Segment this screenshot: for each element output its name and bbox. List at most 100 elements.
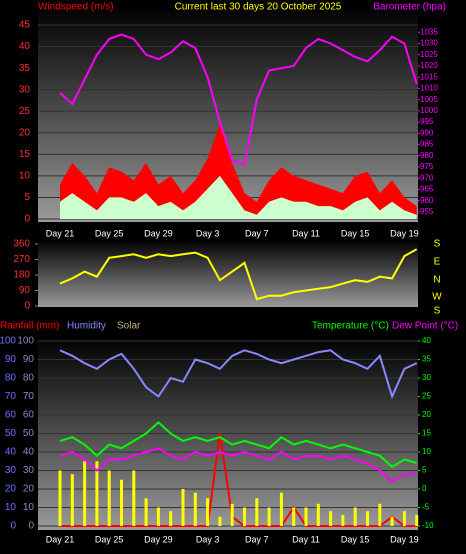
bar: [267, 507, 271, 526]
y-tick-label: 100: [17, 336, 34, 347]
bar: [95, 461, 99, 526]
y-tick-label: 0: [24, 301, 30, 312]
compass-label: E: [434, 257, 441, 268]
bar: [193, 492, 197, 526]
y-tick-label: 30: [5, 465, 17, 476]
x-tick-label: Day 21: [46, 534, 75, 544]
bar: [181, 489, 185, 526]
bar: [58, 470, 62, 526]
bar: [255, 498, 259, 526]
bar: [341, 514, 345, 526]
y2-tick-label: 980: [420, 151, 434, 160]
y-tick-label: 70: [23, 391, 35, 402]
y-tick-label: 90: [23, 354, 35, 365]
bar: [132, 470, 136, 526]
y-tick-label: 20: [5, 484, 17, 495]
compass-label: S: [434, 239, 441, 250]
bar: [390, 516, 394, 526]
y-tick-label: 40: [5, 447, 17, 458]
y2-tick-label: -10: [422, 521, 434, 530]
y2-tick-label: 960: [420, 196, 434, 205]
y-tick-label: 40: [23, 447, 35, 458]
x-tick-label: Day 11: [292, 534, 320, 544]
compass-label: W: [432, 292, 442, 303]
y-tick-label: 270: [13, 254, 30, 265]
y2-tick-label: 990: [420, 128, 434, 137]
line: [59, 447, 417, 483]
x-tick-label: Day 25: [95, 228, 124, 238]
y2-tick-label: 970: [420, 173, 434, 182]
y2-tick-label: 30: [422, 373, 431, 382]
x-tick-label: Day 19: [390, 534, 419, 544]
bar: [292, 507, 296, 526]
compass-label: S: [434, 306, 441, 317]
series-label: Humidity: [67, 321, 106, 332]
y-tick-label: 0: [28, 521, 34, 532]
x-tick-label: Day 29: [144, 534, 173, 544]
bar: [415, 514, 419, 526]
y-tick-label: 10: [23, 502, 35, 513]
bar: [353, 507, 357, 526]
y-tick-label: 45: [19, 20, 31, 31]
y-tick-label: 10: [5, 502, 17, 513]
x-tick-label: Day 15: [341, 228, 370, 238]
x-tick-label: Day 7: [245, 534, 269, 544]
y2-tick-label: 1025: [420, 50, 438, 59]
chart-title: Current last 30 days 20 October 2025: [175, 2, 342, 13]
line: [59, 349, 418, 400]
y2-tick-label: 975: [420, 162, 434, 171]
line: [59, 248, 418, 301]
y2-tick-label: 25: [422, 392, 431, 401]
y2-tick-label: 5: [422, 466, 427, 475]
line: [59, 33, 418, 167]
bar: [230, 503, 234, 526]
bar: [243, 507, 246, 526]
y2-tick-label: 965: [420, 185, 434, 194]
bar: [156, 507, 160, 526]
series-label: Solar: [117, 321, 141, 332]
bar: [144, 498, 148, 526]
y2-tick-label: 985: [420, 140, 434, 149]
bar: [107, 470, 111, 526]
bar: [279, 492, 283, 526]
bar: [206, 498, 210, 526]
bar: [169, 511, 173, 526]
y-tick-label: 20: [23, 484, 35, 495]
bar: [366, 511, 369, 526]
y-tick-label: 60: [5, 410, 17, 421]
x-tick-label: Day 19: [390, 228, 419, 238]
y2-tick-label: 1010: [420, 84, 438, 93]
y-tick-label: 40: [19, 41, 31, 52]
y2-tick-label: 955: [420, 207, 434, 216]
y-tick-label: 10: [19, 171, 31, 182]
y2-tick-label: 1030: [420, 39, 438, 48]
y-tick-label: 180: [13, 270, 30, 281]
y-tick-label: 50: [23, 428, 35, 439]
y2-tick-label: 10: [422, 447, 431, 456]
y2-tick-label: 40: [422, 336, 431, 345]
bar: [83, 461, 87, 526]
y-tick-label: 30: [23, 465, 35, 476]
bar: [316, 503, 320, 526]
x-tick-label: Day 15: [341, 534, 370, 544]
y2-tick-label: 0: [422, 484, 427, 493]
y-tick-label: 5: [24, 192, 30, 203]
area: [60, 175, 417, 219]
y-tick-label: 50: [5, 428, 17, 439]
y-tick-label: 25: [19, 106, 31, 117]
y2-tick-label: 1000: [420, 106, 438, 115]
y-tick-label: 70: [5, 391, 17, 402]
y-tick-label: 360: [13, 239, 30, 250]
series-label: Rainfall (mm): [0, 321, 59, 332]
bar: [329, 511, 333, 526]
y-tick-label: 80: [5, 373, 17, 384]
x-tick-label: Day 7: [245, 228, 269, 238]
y2-tick-label: 20: [422, 410, 431, 419]
y2-tick-label: 1035: [420, 27, 438, 36]
y2-tick-label: -5: [422, 503, 430, 512]
line: [60, 433, 417, 527]
y-tick-label: 0: [24, 214, 30, 225]
bar: [70, 474, 74, 526]
x-tick-label: Day 29: [144, 228, 173, 238]
y-tick-label: 80: [23, 373, 35, 384]
